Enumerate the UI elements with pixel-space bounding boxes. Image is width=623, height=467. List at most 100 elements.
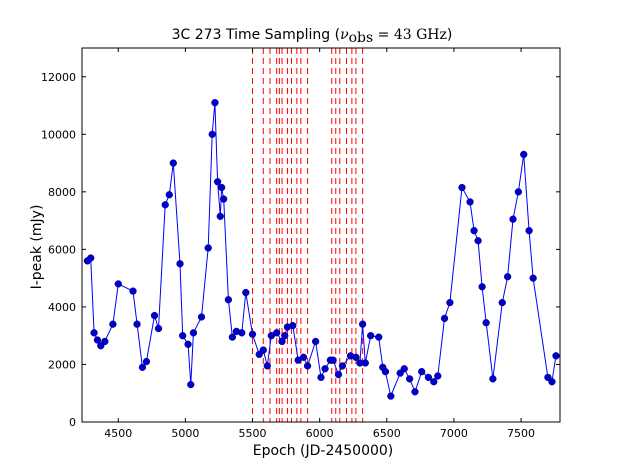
data-point bbox=[299, 353, 308, 361]
axis-ticks: 4500 5000 5500 6000 6500 7000 7500 0 2000 4000 600… bbox=[41, 48, 560, 440]
data-point bbox=[367, 332, 375, 340]
data-point bbox=[482, 319, 490, 327]
title-prefix: 3C 273 Time Sampling ( bbox=[172, 27, 340, 43]
data-point bbox=[259, 346, 267, 354]
title-nu: ν bbox=[340, 27, 349, 43]
x-tick-label: 7500 bbox=[507, 427, 535, 440]
data-point bbox=[548, 378, 556, 386]
data-point bbox=[334, 370, 343, 379]
data-point bbox=[424, 373, 433, 382]
data-point bbox=[220, 195, 228, 203]
y-tick-label: 8000 bbox=[48, 186, 76, 199]
data-point bbox=[228, 333, 237, 341]
data-point bbox=[529, 274, 537, 282]
x-tick-label: 4500 bbox=[104, 427, 132, 440]
title-suffix: ) bbox=[447, 27, 452, 43]
data-point bbox=[133, 320, 141, 328]
data-point bbox=[418, 368, 426, 376]
data-point bbox=[90, 329, 98, 337]
data-point bbox=[213, 178, 222, 186]
x-tick-label: 7000 bbox=[440, 427, 468, 440]
data-point bbox=[361, 359, 369, 367]
data-point bbox=[161, 201, 169, 209]
data-point bbox=[211, 99, 219, 107]
data-point bbox=[216, 212, 224, 220]
data-point bbox=[434, 372, 442, 380]
data-point bbox=[489, 375, 497, 383]
data-point bbox=[197, 313, 206, 321]
data-point bbox=[338, 362, 347, 370]
data-point bbox=[329, 356, 337, 364]
observation-epoch-lines bbox=[252, 48, 364, 422]
data-point bbox=[154, 324, 163, 333]
data-point bbox=[458, 183, 466, 192]
data-point bbox=[470, 227, 478, 235]
data-point bbox=[466, 198, 474, 206]
data-point bbox=[217, 183, 226, 192]
data-point bbox=[208, 130, 216, 138]
plot-frame bbox=[81, 47, 561, 423]
data-point bbox=[503, 273, 512, 281]
data-point bbox=[520, 150, 528, 159]
chart-title: 3C 273 Time Sampling (νobs = 43 GHz) bbox=[172, 27, 453, 46]
x-tick-label: 6500 bbox=[373, 427, 401, 440]
x-axis-title: Epoch (JD-2450000) bbox=[253, 443, 394, 459]
data-point bbox=[474, 237, 482, 245]
data-point bbox=[184, 340, 192, 348]
data-point bbox=[263, 362, 271, 370]
data-point bbox=[525, 227, 533, 235]
data-point bbox=[179, 332, 187, 340]
title-frequency: = 43 GHz bbox=[373, 27, 447, 43]
data-point bbox=[187, 380, 195, 389]
data-point bbox=[129, 287, 137, 295]
data-point bbox=[375, 333, 383, 341]
title-nu-subscript: obs bbox=[349, 30, 374, 46]
data-point bbox=[248, 330, 257, 338]
data-point bbox=[150, 311, 159, 320]
data-point bbox=[109, 320, 117, 328]
data-point bbox=[509, 215, 517, 223]
data-point bbox=[87, 254, 95, 262]
data-point bbox=[289, 321, 297, 330]
data-point bbox=[317, 373, 325, 382]
data-point bbox=[242, 288, 250, 297]
data-point bbox=[114, 280, 122, 288]
x-tick-label: 5500 bbox=[239, 427, 267, 440]
data-point bbox=[430, 378, 438, 386]
x-tick-label: 6000 bbox=[306, 427, 334, 440]
y-tick-label: 2000 bbox=[48, 358, 76, 371]
data-point bbox=[321, 365, 329, 373]
y-axis-title: I-peak (mJy) bbox=[29, 205, 45, 290]
data-point bbox=[446, 298, 454, 307]
data-point bbox=[411, 388, 419, 396]
data-point bbox=[273, 329, 281, 337]
data-point bbox=[381, 368, 390, 376]
data-point bbox=[138, 363, 147, 371]
data-point bbox=[204, 244, 212, 252]
data-point bbox=[478, 283, 486, 291]
data-point bbox=[400, 365, 408, 373]
data-point bbox=[169, 159, 177, 167]
data-point bbox=[165, 191, 173, 199]
y-tick-label: 10000 bbox=[41, 128, 76, 141]
data-point bbox=[176, 260, 184, 268]
data-point bbox=[514, 188, 523, 196]
data-point bbox=[311, 337, 320, 346]
x-tick-label: 5000 bbox=[171, 427, 199, 440]
data-point bbox=[281, 332, 289, 340]
data-point bbox=[238, 329, 246, 337]
data-point bbox=[142, 357, 151, 366]
data-series bbox=[83, 99, 560, 400]
data-point bbox=[93, 336, 102, 344]
data-point bbox=[352, 353, 360, 361]
data-point bbox=[224, 296, 233, 304]
data-point bbox=[498, 298, 506, 307]
data-point bbox=[387, 392, 395, 400]
y-tick-label: 0 bbox=[69, 416, 76, 429]
data-point bbox=[405, 375, 414, 383]
data-point bbox=[440, 314, 449, 323]
data-point bbox=[101, 337, 109, 346]
data-point bbox=[189, 329, 198, 337]
